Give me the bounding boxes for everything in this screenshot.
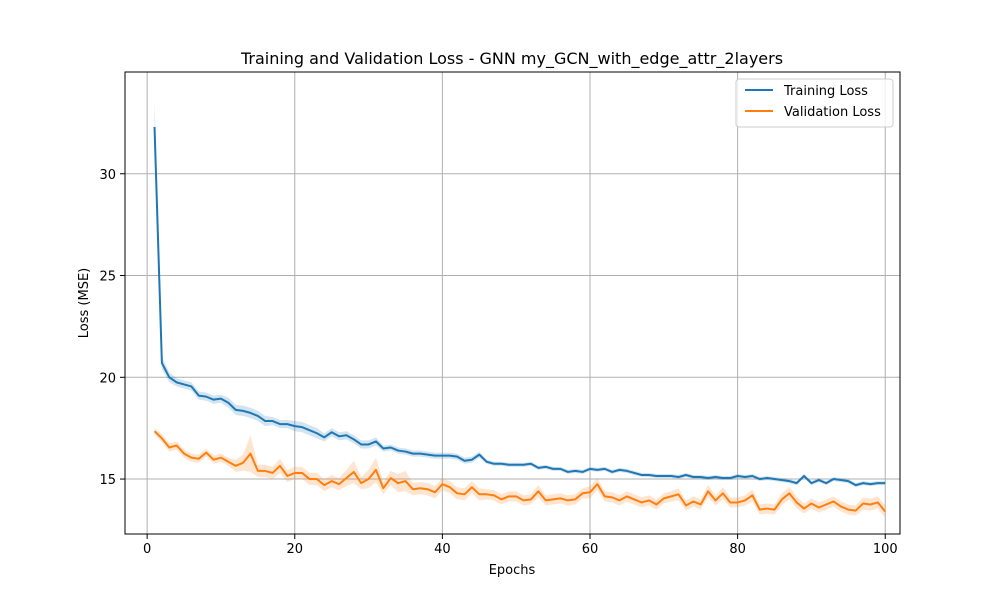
y-tick-label: 15 [99,473,116,488]
x-tick-label: 100 [873,542,898,557]
y-tick-label: 25 [99,270,116,285]
validation-loss-line [153,430,887,513]
y-tick-label: 30 [99,168,116,183]
x-tick-label: 80 [729,542,746,557]
x-axis-label: Epochs [489,563,536,578]
series-lines [153,126,887,513]
x-tick-label: 20 [286,542,303,557]
legend-label-validation: Validation Loss [784,105,881,120]
chart-title: Training and Validation Loss - GNN my_GC… [240,49,783,69]
legend-box [735,78,894,128]
legend: Training Loss Validation Loss [735,78,894,128]
training-loss-line [153,126,886,487]
x-tick-label: 40 [434,542,451,557]
x-tick-label: 0 [143,542,151,557]
y-tick-label: 20 [99,371,116,386]
x-tick-label: 60 [582,542,599,557]
y-axis-label: Loss (MSE) [77,268,92,338]
legend-label-training: Training Loss [783,84,868,99]
plot-area-frame [124,71,901,535]
axis-ticks: 0 20 40 60 80 100 15 20 25 30 [99,168,897,557]
